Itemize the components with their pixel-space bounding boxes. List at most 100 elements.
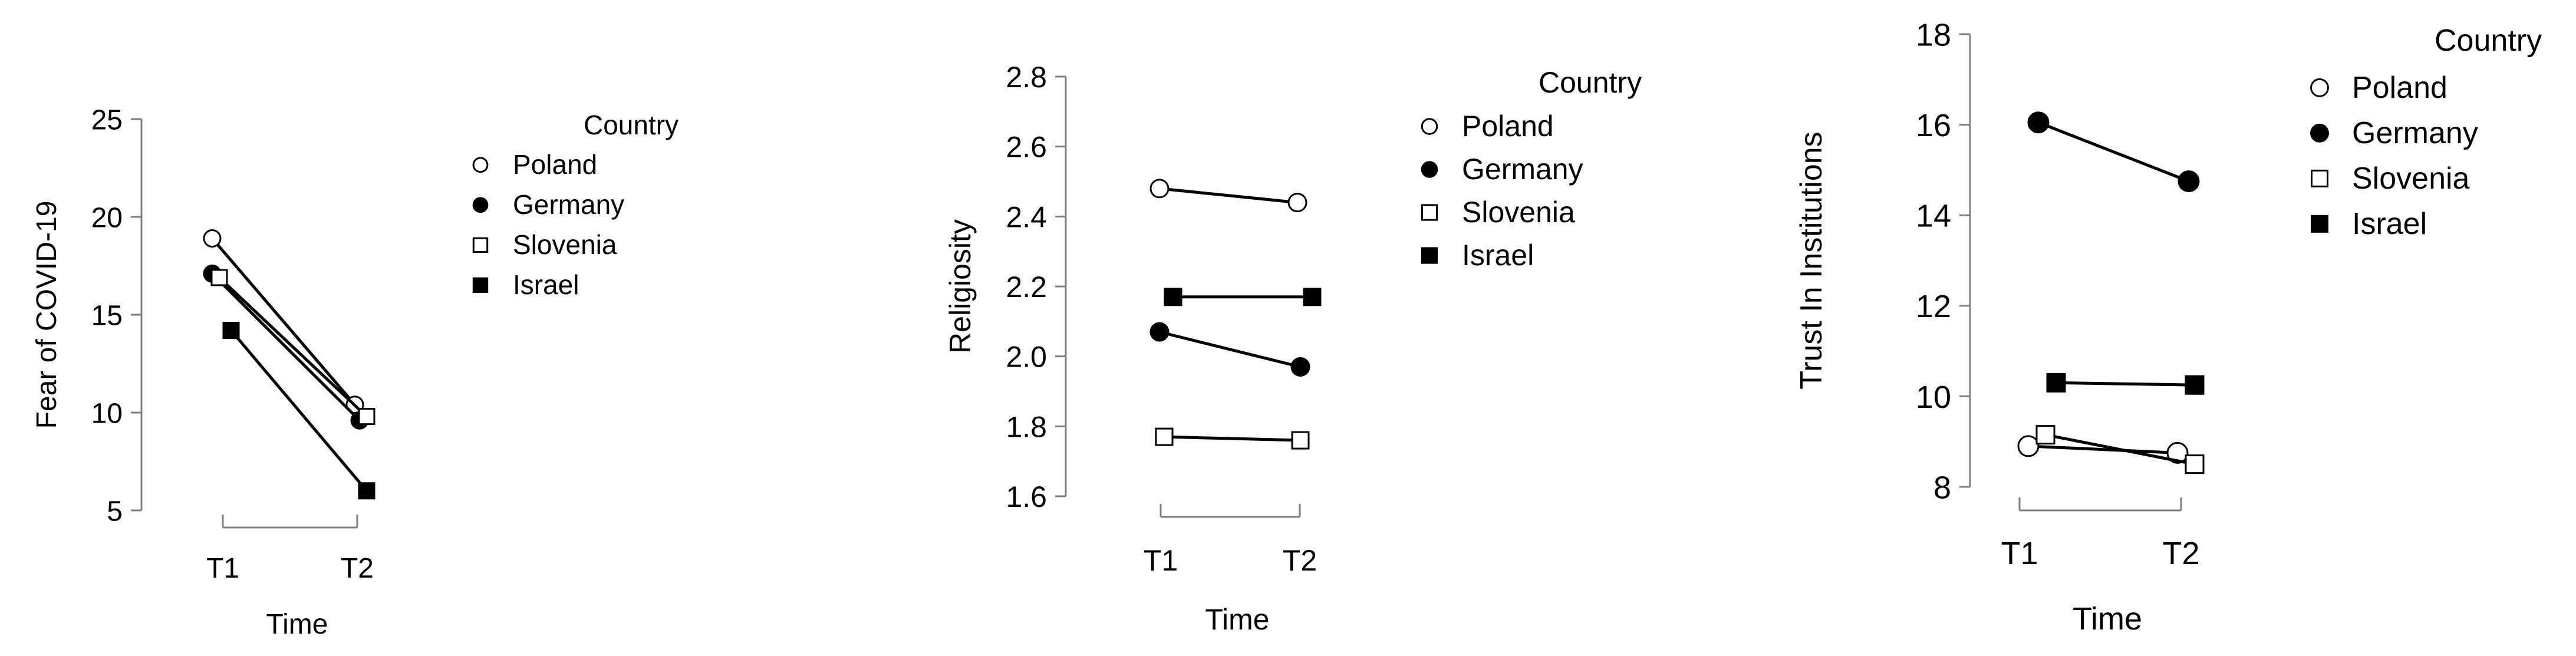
y-tick-label: 8 [1933, 470, 1951, 505]
data-point [222, 322, 240, 339]
legend-label: Poland [2352, 71, 2447, 105]
x-axis-title: Time [266, 609, 328, 640]
series-line [2028, 444, 2178, 454]
data-point [358, 408, 375, 426]
legend-label: Israel [2352, 207, 2427, 241]
data-point [2178, 170, 2200, 193]
x-tick-label: T1 [1144, 544, 1178, 577]
x-tick-label: T1 [206, 553, 239, 584]
legend-title: Country [1539, 66, 1642, 99]
series-line [1159, 187, 1298, 205]
chart-panel-2: 1.6 1.8 2.0 2.2 2.4 2.6 2.8 T1 T2 Time Religiosity… [944, 61, 1642, 636]
legend-label: Slovenia [513, 229, 617, 260]
y-tick-label: 10 [1916, 380, 1951, 415]
legend-marker [2311, 215, 2328, 233]
legend-marker [2310, 78, 2329, 97]
data-point [2017, 435, 2040, 457]
series-line [2038, 121, 2189, 183]
legend-label: Slovenia [1462, 196, 1575, 229]
series-israel [1164, 288, 1322, 306]
y-axis-title: Trust In Institutions [1794, 131, 1829, 389]
y-tick-label: 5 [107, 496, 123, 527]
data-point [2166, 441, 2189, 464]
series-poland [1149, 179, 1307, 213]
data-point [1149, 322, 1170, 342]
data-point [210, 269, 228, 286]
legend-label: Israel [1462, 239, 1534, 272]
legend-label: Germany [1462, 153, 1583, 186]
legend-title: Country [2435, 24, 2542, 58]
series-line [211, 237, 356, 406]
y-tick-label: 2.8 [1006, 61, 1047, 94]
series-israel [222, 322, 375, 500]
legend: Country Poland Germany Slovenia Israel [2310, 24, 2542, 241]
series-line [218, 276, 368, 418]
y-tick-label: 1.6 [1006, 480, 1047, 513]
x-tick-label: T2 [341, 553, 374, 584]
x-axis-title: Time [2073, 601, 2142, 637]
legend: Country Poland Germany Slovenia Israel [472, 110, 678, 300]
legend-label: Slovenia [2352, 161, 2470, 196]
y-tick-label: 20 [91, 202, 123, 233]
data-point [1287, 193, 1307, 213]
x-tick-label: T2 [1283, 544, 1317, 577]
legend: Country Poland Germany Slovenia Israel [1421, 66, 1642, 272]
legend-label: Germany [2352, 116, 2478, 150]
data-point [2185, 454, 2205, 474]
legend-marker [472, 237, 489, 253]
data-point [1164, 288, 1182, 306]
legend-label: Poland [513, 149, 597, 180]
y-tick-label: 2.0 [1006, 341, 1047, 374]
data-point [358, 482, 375, 500]
legend-marker [1421, 161, 1438, 178]
series-line [2045, 433, 2195, 466]
series-israel [2046, 372, 2205, 395]
series-slovenia [2035, 425, 2205, 474]
y-tick-label: 2.6 [1006, 131, 1047, 164]
y-axis-title: Religiosity [944, 219, 977, 354]
legend-marker [1421, 204, 1438, 221]
x-axis-title: Time [1205, 603, 1269, 636]
legend-label: Germany [513, 189, 624, 220]
data-point [1149, 179, 1170, 199]
series-germany [1149, 322, 1310, 377]
y-axis-title: Fear of COVID-19 [31, 201, 62, 429]
x-tick-label: T1 [2001, 536, 2038, 571]
y-tick-label: 16 [1916, 108, 1951, 143]
y-tick-label: 2.2 [1006, 271, 1047, 304]
y-tick-label: 10 [91, 398, 123, 429]
y-tick-label: 12 [1916, 289, 1951, 324]
series-germany [203, 264, 369, 430]
series-slovenia [1155, 427, 1310, 450]
legend-marker [1421, 118, 1438, 135]
series-line [1159, 330, 1301, 368]
data-point [1303, 288, 1322, 306]
legend-marker [472, 157, 489, 173]
legend-label: Poland [1462, 110, 1554, 143]
series-line [230, 329, 368, 492]
legend-marker [472, 277, 489, 294]
y-tick-label: 2.4 [1006, 200, 1047, 233]
data-point [1291, 431, 1310, 450]
series-slovenia [210, 269, 375, 426]
data-point [203, 229, 222, 248]
chart-panel-1: 5 10 15 20 25 T1 T2 Time Fear of COVID-19 Country… [31, 104, 678, 640]
series-line [2055, 381, 2195, 387]
data-point [2027, 111, 2050, 134]
series-poland [2017, 435, 2189, 464]
legend-label: Israel [513, 269, 579, 300]
data-point [1290, 357, 1310, 377]
legend-marker [2310, 123, 2329, 143]
data-point [1155, 427, 1174, 446]
y-tick-label: 14 [1916, 199, 1951, 234]
legend-marker [472, 197, 489, 213]
legend-marker [2311, 169, 2328, 187]
series-germany [2027, 111, 2200, 193]
chart-panel-3: 8 10 12 14 16 18 T1 T2 Time Trust In Institutions… [1794, 17, 2542, 637]
y-tick-label: 18 [1916, 17, 1951, 52]
x-tick-label: T2 [2162, 536, 2199, 571]
data-point [2035, 425, 2055, 445]
y-tick-label: 1.8 [1006, 410, 1047, 443]
data-point [2046, 372, 2066, 393]
